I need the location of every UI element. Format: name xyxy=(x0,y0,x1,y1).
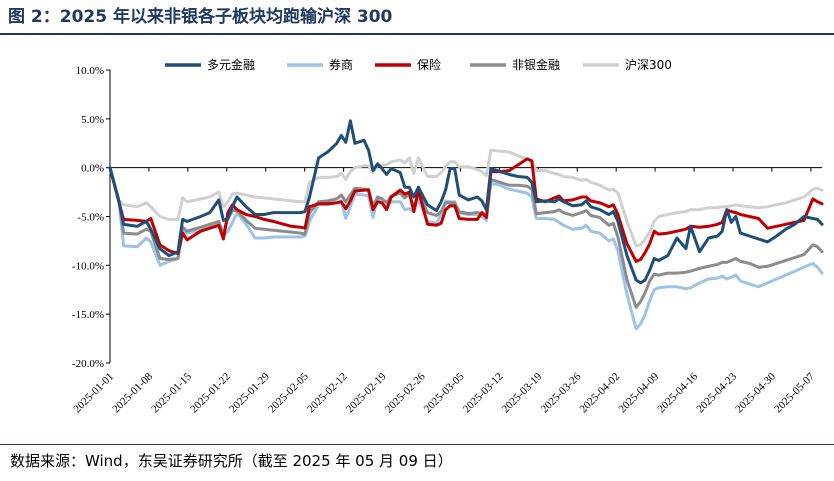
x-tick-label: 2025-02-12 xyxy=(305,371,350,416)
x-tick-label: 2025-04-02 xyxy=(578,371,623,416)
source-divider xyxy=(0,444,834,445)
y-tick-label: 10.0% xyxy=(76,65,104,77)
y-tick-label: -5.0% xyxy=(77,212,104,224)
legend-label: 券商 xyxy=(329,57,353,72)
x-tick-label: 2025-02-26 xyxy=(383,370,428,415)
y-tick-label: -10.0% xyxy=(72,260,104,272)
legend-label: 沪深300 xyxy=(625,58,672,72)
x-tick-label: 2025-04-30 xyxy=(733,370,778,415)
legend-label: 保险 xyxy=(417,57,441,72)
y-tick-label: -15.0% xyxy=(72,309,104,321)
x-tick-label: 2025-04-09 xyxy=(616,370,661,415)
x-tick-label: 2025-04-16 xyxy=(655,370,700,415)
y-axis: 10.0% 5.0% 0.0% -5.0% -10.0% -15.0% -20.0% xyxy=(72,65,111,370)
x-tick-label: 2025-03-19 xyxy=(500,370,545,415)
x-tick-label: 2025-03-12 xyxy=(461,371,506,416)
x-tick-label: 2025-02-19 xyxy=(344,370,389,415)
series-line-3 xyxy=(108,166,824,309)
x-tick-label: 2025-01-08 xyxy=(110,370,155,415)
x-tick-label: 2025-02-05 xyxy=(266,370,311,415)
x-tick-label: 2025-03-26 xyxy=(539,370,584,415)
figure-title: 图 2：2025 年以来非银各子板块均跑输沪深 300 xyxy=(8,7,393,27)
x-tick-label: 2025-04-23 xyxy=(694,370,739,415)
line-chart: 多元金融 券商 保险 非银金融 沪深300 10.0% 5.0% 0.0% -5.0% -10.… xyxy=(71,57,824,416)
x-axis: 2025-01-012025-01-082025-01-152025-01-22… xyxy=(71,167,822,416)
x-tick-label: 2025-03-05 xyxy=(422,370,467,415)
x-tick-label: 2025-01-01 xyxy=(71,371,116,416)
y-tick-label: 5.0% xyxy=(81,114,104,126)
x-tick-label: 2025-05-07 xyxy=(772,370,817,415)
legend: 多元金融 券商 保险 非银金融 沪深300 xyxy=(165,57,672,72)
y-tick-label: -20.0% xyxy=(72,358,104,370)
series-line-0 xyxy=(108,119,824,285)
title-divider xyxy=(0,33,834,35)
series-line-4 xyxy=(108,148,824,248)
x-tick-label: 2025-01-29 xyxy=(227,370,272,415)
x-tick-label: 2025-01-15 xyxy=(149,370,194,415)
data-source-note: 数据来源：Wind，东吴证券研究所（截至 2025 年 05 月 09 日） xyxy=(10,452,453,470)
series-layer xyxy=(108,119,824,331)
legend-label: 非银金融 xyxy=(512,57,560,72)
y-tick-label: 0.0% xyxy=(81,163,104,175)
x-tick-label: 2025-01-22 xyxy=(188,371,233,416)
series-line-2 xyxy=(108,157,824,263)
legend-label: 多元金融 xyxy=(207,57,255,72)
